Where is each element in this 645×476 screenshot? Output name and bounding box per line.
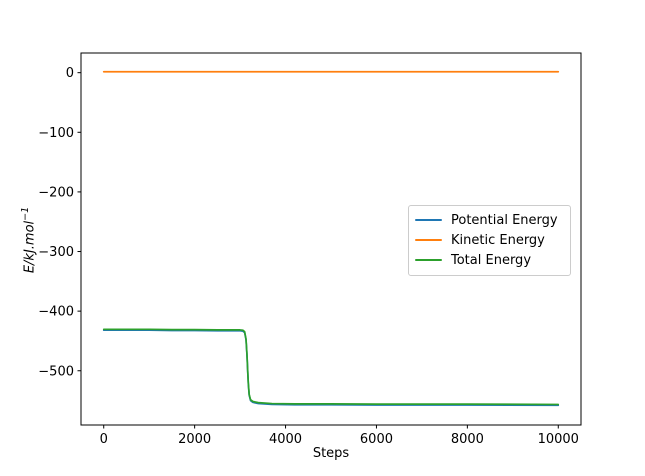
plot-area-frame — [80, 52, 582, 426]
x-tick-label: 2000 — [178, 432, 211, 447]
legend-label: Potential Energy — [451, 212, 558, 228]
series-line-total-energy — [102, 328, 560, 406]
legend-item-kinetic-energy: Kinetic Energy — [415, 230, 564, 250]
x-tick-label: 10000 — [538, 432, 579, 447]
y-axis-label-superscript: −1 — [20, 206, 31, 221]
x-tick-label: 4000 — [269, 432, 302, 447]
legend-label: Kinetic Energy — [451, 232, 545, 248]
legend-swatch-total-energy-line — [415, 259, 442, 261]
y-axis-label-base: E/kJ.mol — [22, 220, 38, 274]
legend: Potential Energy Kinetic Energy Total En… — [408, 205, 571, 276]
x-tick-label: 6000 — [360, 432, 393, 447]
x-axis-label: Steps — [312, 446, 350, 461]
y-tick-label: −500 — [38, 364, 74, 379]
series-line-potential-energy — [102, 329, 560, 407]
legend-label: Total Energy — [451, 252, 532, 268]
legend-item-potential-energy: Potential Energy — [415, 210, 564, 230]
legend-swatch-kinetic-energy-line — [415, 239, 442, 241]
y-tick-label: 0 — [66, 66, 74, 81]
legend-swatch-potential-energy-line — [415, 219, 442, 221]
y-axis-label: E/kJ.mol−1 — [17, 110, 38, 370]
y-tick-label: −100 — [38, 126, 74, 141]
legend-item-total-energy: Total Energy — [415, 250, 564, 270]
y-tick-label: −400 — [38, 305, 74, 320]
y-tick-label: −300 — [38, 245, 74, 260]
x-tick-label: 8000 — [451, 432, 484, 447]
y-tick-label: −200 — [38, 185, 74, 200]
x-tick-label: 0 — [100, 432, 108, 447]
